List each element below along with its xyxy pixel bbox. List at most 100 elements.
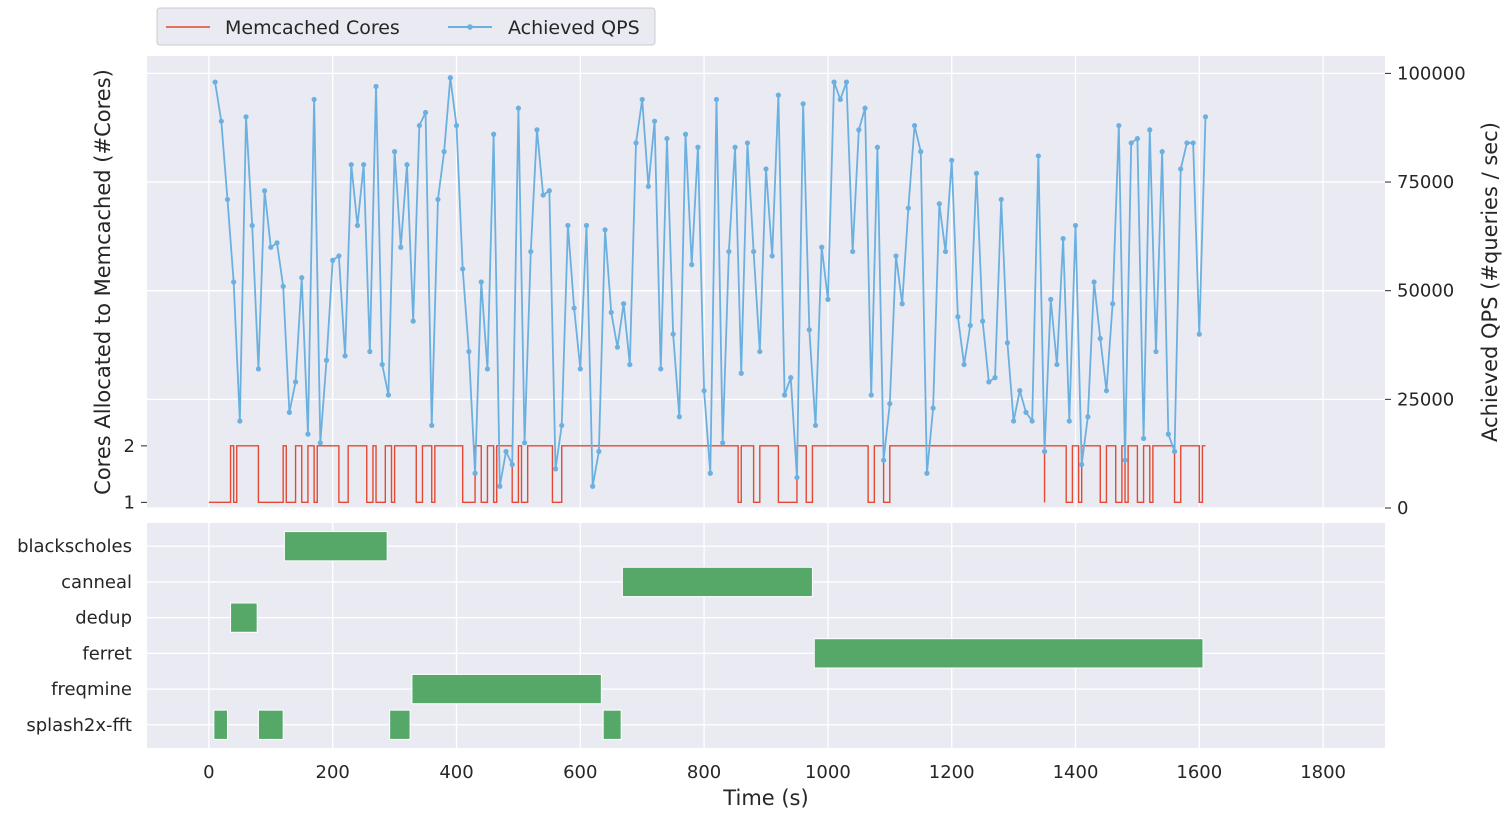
right-axis-ticks: 0 25000 50000 75000 100000 bbox=[1385, 63, 1466, 519]
category-label-dedup: dedup bbox=[75, 608, 132, 629]
job-bar-blackscholes-0 bbox=[283, 531, 388, 562]
qps-point-66 bbox=[621, 301, 627, 307]
qps-point-96 bbox=[806, 327, 812, 333]
category-label-splash2x-fft: splash2x-fft bbox=[26, 715, 132, 736]
x-tick-label-1400: 1400 bbox=[1053, 762, 1099, 783]
qps-point-116 bbox=[930, 405, 936, 411]
qps-point-72 bbox=[658, 366, 664, 372]
qps-point-61 bbox=[590, 483, 596, 489]
job-bar-ferret-3 bbox=[813, 638, 1204, 669]
qps-point-31 bbox=[404, 162, 410, 168]
qps-point-74 bbox=[670, 331, 676, 337]
qps-point-42 bbox=[472, 470, 478, 476]
qps-point-107 bbox=[874, 144, 881, 150]
qps-point-37 bbox=[441, 149, 447, 155]
legend-label-achieved-qps: Achieved QPS bbox=[508, 17, 640, 39]
qps-point-36 bbox=[435, 196, 441, 203]
qps-point-17 bbox=[317, 440, 323, 446]
qps-point-136 bbox=[1054, 361, 1060, 368]
qps-point-79 bbox=[701, 388, 707, 394]
qps-point-159 bbox=[1196, 331, 1202, 337]
qps-point-46 bbox=[497, 483, 503, 489]
qps-point-151 bbox=[1147, 127, 1153, 133]
qps-point-146 bbox=[1116, 122, 1122, 129]
qps-point-21 bbox=[342, 353, 348, 359]
qps-point-63 bbox=[602, 227, 608, 233]
qps-point-125 bbox=[986, 379, 992, 385]
qps-point-73 bbox=[664, 135, 670, 142]
qps-point-110 bbox=[893, 253, 899, 259]
qps-point-115 bbox=[924, 470, 930, 476]
qps-point-65 bbox=[614, 344, 621, 350]
right-tick-label-50000: 50000 bbox=[1397, 281, 1454, 302]
qps-point-92 bbox=[781, 392, 788, 398]
qps-point-39 bbox=[453, 122, 460, 129]
qps-point-9 bbox=[268, 244, 274, 250]
qps-point-51 bbox=[528, 248, 534, 255]
qps-point-15 bbox=[305, 431, 311, 437]
qps-point-98 bbox=[819, 244, 825, 250]
qps-point-154 bbox=[1165, 431, 1171, 437]
qps-point-106 bbox=[868, 392, 874, 398]
qps-point-53 bbox=[540, 192, 546, 198]
qps-point-26 bbox=[373, 83, 379, 90]
qps-point-18 bbox=[323, 357, 330, 363]
qps-point-32 bbox=[410, 318, 416, 324]
qps-point-67 bbox=[627, 361, 633, 368]
x-tick-label-1600: 1600 bbox=[1176, 762, 1222, 783]
qps-point-144 bbox=[1103, 388, 1110, 394]
qps-point-160 bbox=[1202, 114, 1209, 120]
qps-point-0 bbox=[212, 79, 218, 85]
qps-point-82 bbox=[720, 440, 726, 446]
qps-point-62 bbox=[596, 448, 602, 455]
qps-point-23 bbox=[354, 222, 361, 229]
qps-point-64 bbox=[608, 309, 614, 316]
qps-point-134 bbox=[1041, 448, 1048, 455]
left-tick-label-2: 2 bbox=[124, 436, 135, 457]
qps-point-45 bbox=[491, 131, 497, 137]
qps-point-47 bbox=[503, 448, 509, 455]
qps-point-77 bbox=[689, 262, 695, 268]
job-bars bbox=[213, 531, 1204, 740]
x-axis-ticks: 0 200 400 600 800 1000 1200 1400 1600 1800 bbox=[203, 762, 1346, 783]
qps-point-20 bbox=[336, 253, 342, 259]
qps-point-100 bbox=[831, 79, 837, 85]
left-tick-label-1: 1 bbox=[124, 492, 135, 513]
x-tick-label-1200: 1200 bbox=[929, 762, 975, 783]
qps-point-25 bbox=[367, 348, 373, 355]
qps-point-59 bbox=[577, 366, 583, 372]
job-bar-splash2x-fft-6 bbox=[257, 709, 284, 740]
qps-point-27 bbox=[379, 361, 385, 368]
qps-point-75 bbox=[676, 414, 682, 420]
qps-point-10 bbox=[274, 240, 280, 246]
right-axis-label: Achieved QPS (#queries / sec) bbox=[1478, 122, 1502, 442]
qps-point-126 bbox=[992, 375, 998, 381]
qps-point-103 bbox=[850, 248, 856, 255]
qps-point-12 bbox=[286, 409, 292, 415]
qps-point-28 bbox=[385, 392, 392, 398]
qps-point-121 bbox=[961, 361, 967, 368]
category-label-canneal: canneal bbox=[61, 572, 132, 593]
qps-point-85 bbox=[738, 370, 744, 376]
x-tick-label-0: 0 bbox=[203, 762, 214, 783]
qps-point-139 bbox=[1072, 222, 1079, 229]
qps-point-69 bbox=[639, 96, 645, 103]
top-series bbox=[208, 75, 1209, 504]
right-tick-label-25000: 25000 bbox=[1397, 389, 1454, 410]
qps-point-158 bbox=[1190, 140, 1196, 146]
legend-label-memcached-cores: Memcached Cores bbox=[225, 17, 400, 39]
qps-point-95 bbox=[800, 101, 806, 107]
qps-point-90 bbox=[769, 253, 775, 259]
qps-point-129 bbox=[1011, 418, 1017, 424]
qps-point-97 bbox=[812, 422, 819, 429]
right-tick-label-100000: 100000 bbox=[1397, 63, 1466, 84]
qps-point-50 bbox=[521, 440, 528, 446]
qps-point-138 bbox=[1066, 418, 1072, 424]
qps-point-41 bbox=[466, 348, 472, 355]
qps-point-153 bbox=[1159, 149, 1165, 155]
qps-point-102 bbox=[843, 79, 850, 85]
qps-point-93 bbox=[788, 375, 794, 381]
qps-point-147 bbox=[1122, 457, 1128, 463]
qps-point-52 bbox=[534, 127, 540, 133]
